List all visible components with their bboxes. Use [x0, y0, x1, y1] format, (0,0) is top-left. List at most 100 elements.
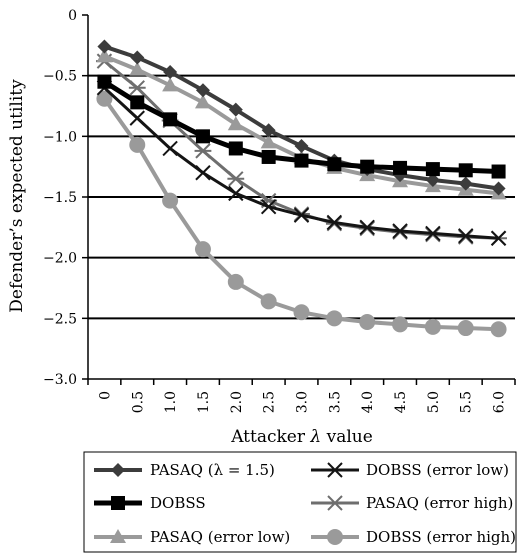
- data-point: [393, 160, 408, 175]
- legend-label: PASAQ (λ = 1.5): [150, 461, 275, 479]
- data-point: [326, 214, 343, 231]
- data-point: [491, 164, 506, 179]
- legend: PASAQ (λ = 1.5) DOBSS PASAQ (error low) DOB…: [83, 451, 517, 553]
- legend-item: PASAQ (λ = 1.5): [94, 461, 275, 479]
- data-point: [491, 181, 506, 196]
- series-circle: [96, 90, 507, 338]
- data-point: [260, 293, 277, 310]
- data-point: [425, 162, 440, 177]
- data-point: [194, 94, 211, 109]
- data-point: [228, 185, 244, 202]
- data-point: [425, 225, 441, 242]
- data-point: [458, 176, 473, 191]
- data-point: [162, 192, 179, 209]
- data-point: [458, 228, 474, 244]
- data-point: [326, 310, 343, 327]
- legend-label: DOBSS: [150, 494, 206, 512]
- data-point: [260, 134, 277, 149]
- x-tick-label: 4.5: [393, 391, 409, 413]
- data-point: [359, 219, 375, 236]
- data-point: [97, 74, 112, 89]
- plot-series: [96, 39, 507, 338]
- data-point: [228, 141, 243, 156]
- data-point: [129, 110, 145, 126]
- y-tick-label: −2.5: [43, 311, 77, 327]
- legend-item: PASAQ (error low): [94, 528, 290, 546]
- x-tick-label: 6.0: [492, 391, 508, 413]
- series-square: [97, 74, 506, 179]
- data-point: [326, 495, 344, 511]
- data-point: [129, 136, 146, 153]
- legend-label: PASAQ (error high): [366, 494, 513, 512]
- legend-item: PASAQ (error high): [311, 494, 513, 512]
- x-tick-label: 0.5: [130, 391, 146, 413]
- data-point: [129, 61, 146, 76]
- data-point: [111, 463, 125, 477]
- data-point: [110, 529, 126, 543]
- data-point: [360, 159, 375, 174]
- data-point: [458, 163, 473, 178]
- data-point: [293, 207, 310, 223]
- x-tick-label: 5.0: [426, 391, 442, 413]
- data-point: [130, 50, 145, 65]
- data-point: [294, 153, 309, 168]
- data-point: [195, 165, 211, 181]
- data-point: [261, 123, 276, 138]
- y-tick-label: 0: [68, 8, 77, 24]
- data-point: [227, 171, 245, 187]
- data-point: [293, 304, 310, 321]
- y-tick-label: −2.0: [43, 251, 77, 267]
- data-point: [228, 102, 243, 117]
- data-point: [227, 116, 244, 131]
- data-point: [194, 241, 211, 258]
- data-point: [194, 143, 212, 159]
- x-tick-label: 2.5: [262, 391, 278, 413]
- x-tick-label: 1.5: [196, 391, 212, 413]
- data-point: [163, 65, 178, 80]
- legend-item: DOBSS (error low): [311, 461, 509, 479]
- data-point: [227, 273, 244, 290]
- x-tick-label: 0: [97, 391, 113, 400]
- data-point: [425, 173, 440, 188]
- data-point: [490, 230, 507, 246]
- data-point: [327, 157, 342, 172]
- x-tick-label: 3.0: [295, 391, 311, 413]
- data-point: [327, 529, 343, 545]
- data-point: [111, 496, 125, 510]
- x-tick-label: 3.5: [327, 391, 343, 413]
- data-point: [392, 223, 408, 239]
- x-tick-label: 5.5: [459, 391, 475, 413]
- x-tick-label: 2.0: [229, 391, 245, 413]
- data-point: [128, 80, 146, 96]
- legend-label: DOBSS (error low): [366, 461, 509, 479]
- data-point: [195, 129, 210, 144]
- data-point: [457, 320, 474, 337]
- data-point: [195, 83, 210, 98]
- legend-label: PASAQ (error low): [150, 528, 290, 546]
- data-point: [261, 149, 276, 164]
- data-point: [130, 95, 145, 110]
- data-point: [490, 321, 507, 338]
- y-tick-labels: 0 −0.5 −1.0 −1.5 −2.0 −2.5 −3.0: [43, 8, 77, 388]
- data-point: [162, 140, 178, 157]
- data-point: [96, 90, 113, 107]
- series-diamond: [97, 39, 506, 196]
- data-point: [162, 77, 179, 92]
- y-tick-label: −1.5: [43, 190, 77, 206]
- legend-item: DOBSS: [94, 494, 206, 512]
- plot-axes: [82, 14, 516, 385]
- x-axis-title: Attacker λ value: [230, 427, 373, 447]
- data-point: [97, 39, 112, 54]
- data-point: [96, 48, 113, 63]
- data-point: [392, 316, 409, 333]
- data-point: [294, 139, 309, 154]
- y-axis-title: Defender’s expected utility: [7, 79, 27, 313]
- y-tick-label: −3.0: [43, 372, 77, 388]
- data-point: [359, 313, 376, 330]
- legend-label: DOBSS (error high): [366, 528, 516, 546]
- legend-box: [83, 451, 517, 553]
- data-point: [163, 112, 178, 127]
- legend-item: DOBSS (error high): [311, 528, 516, 546]
- x-tick-label: 4.0: [360, 391, 376, 413]
